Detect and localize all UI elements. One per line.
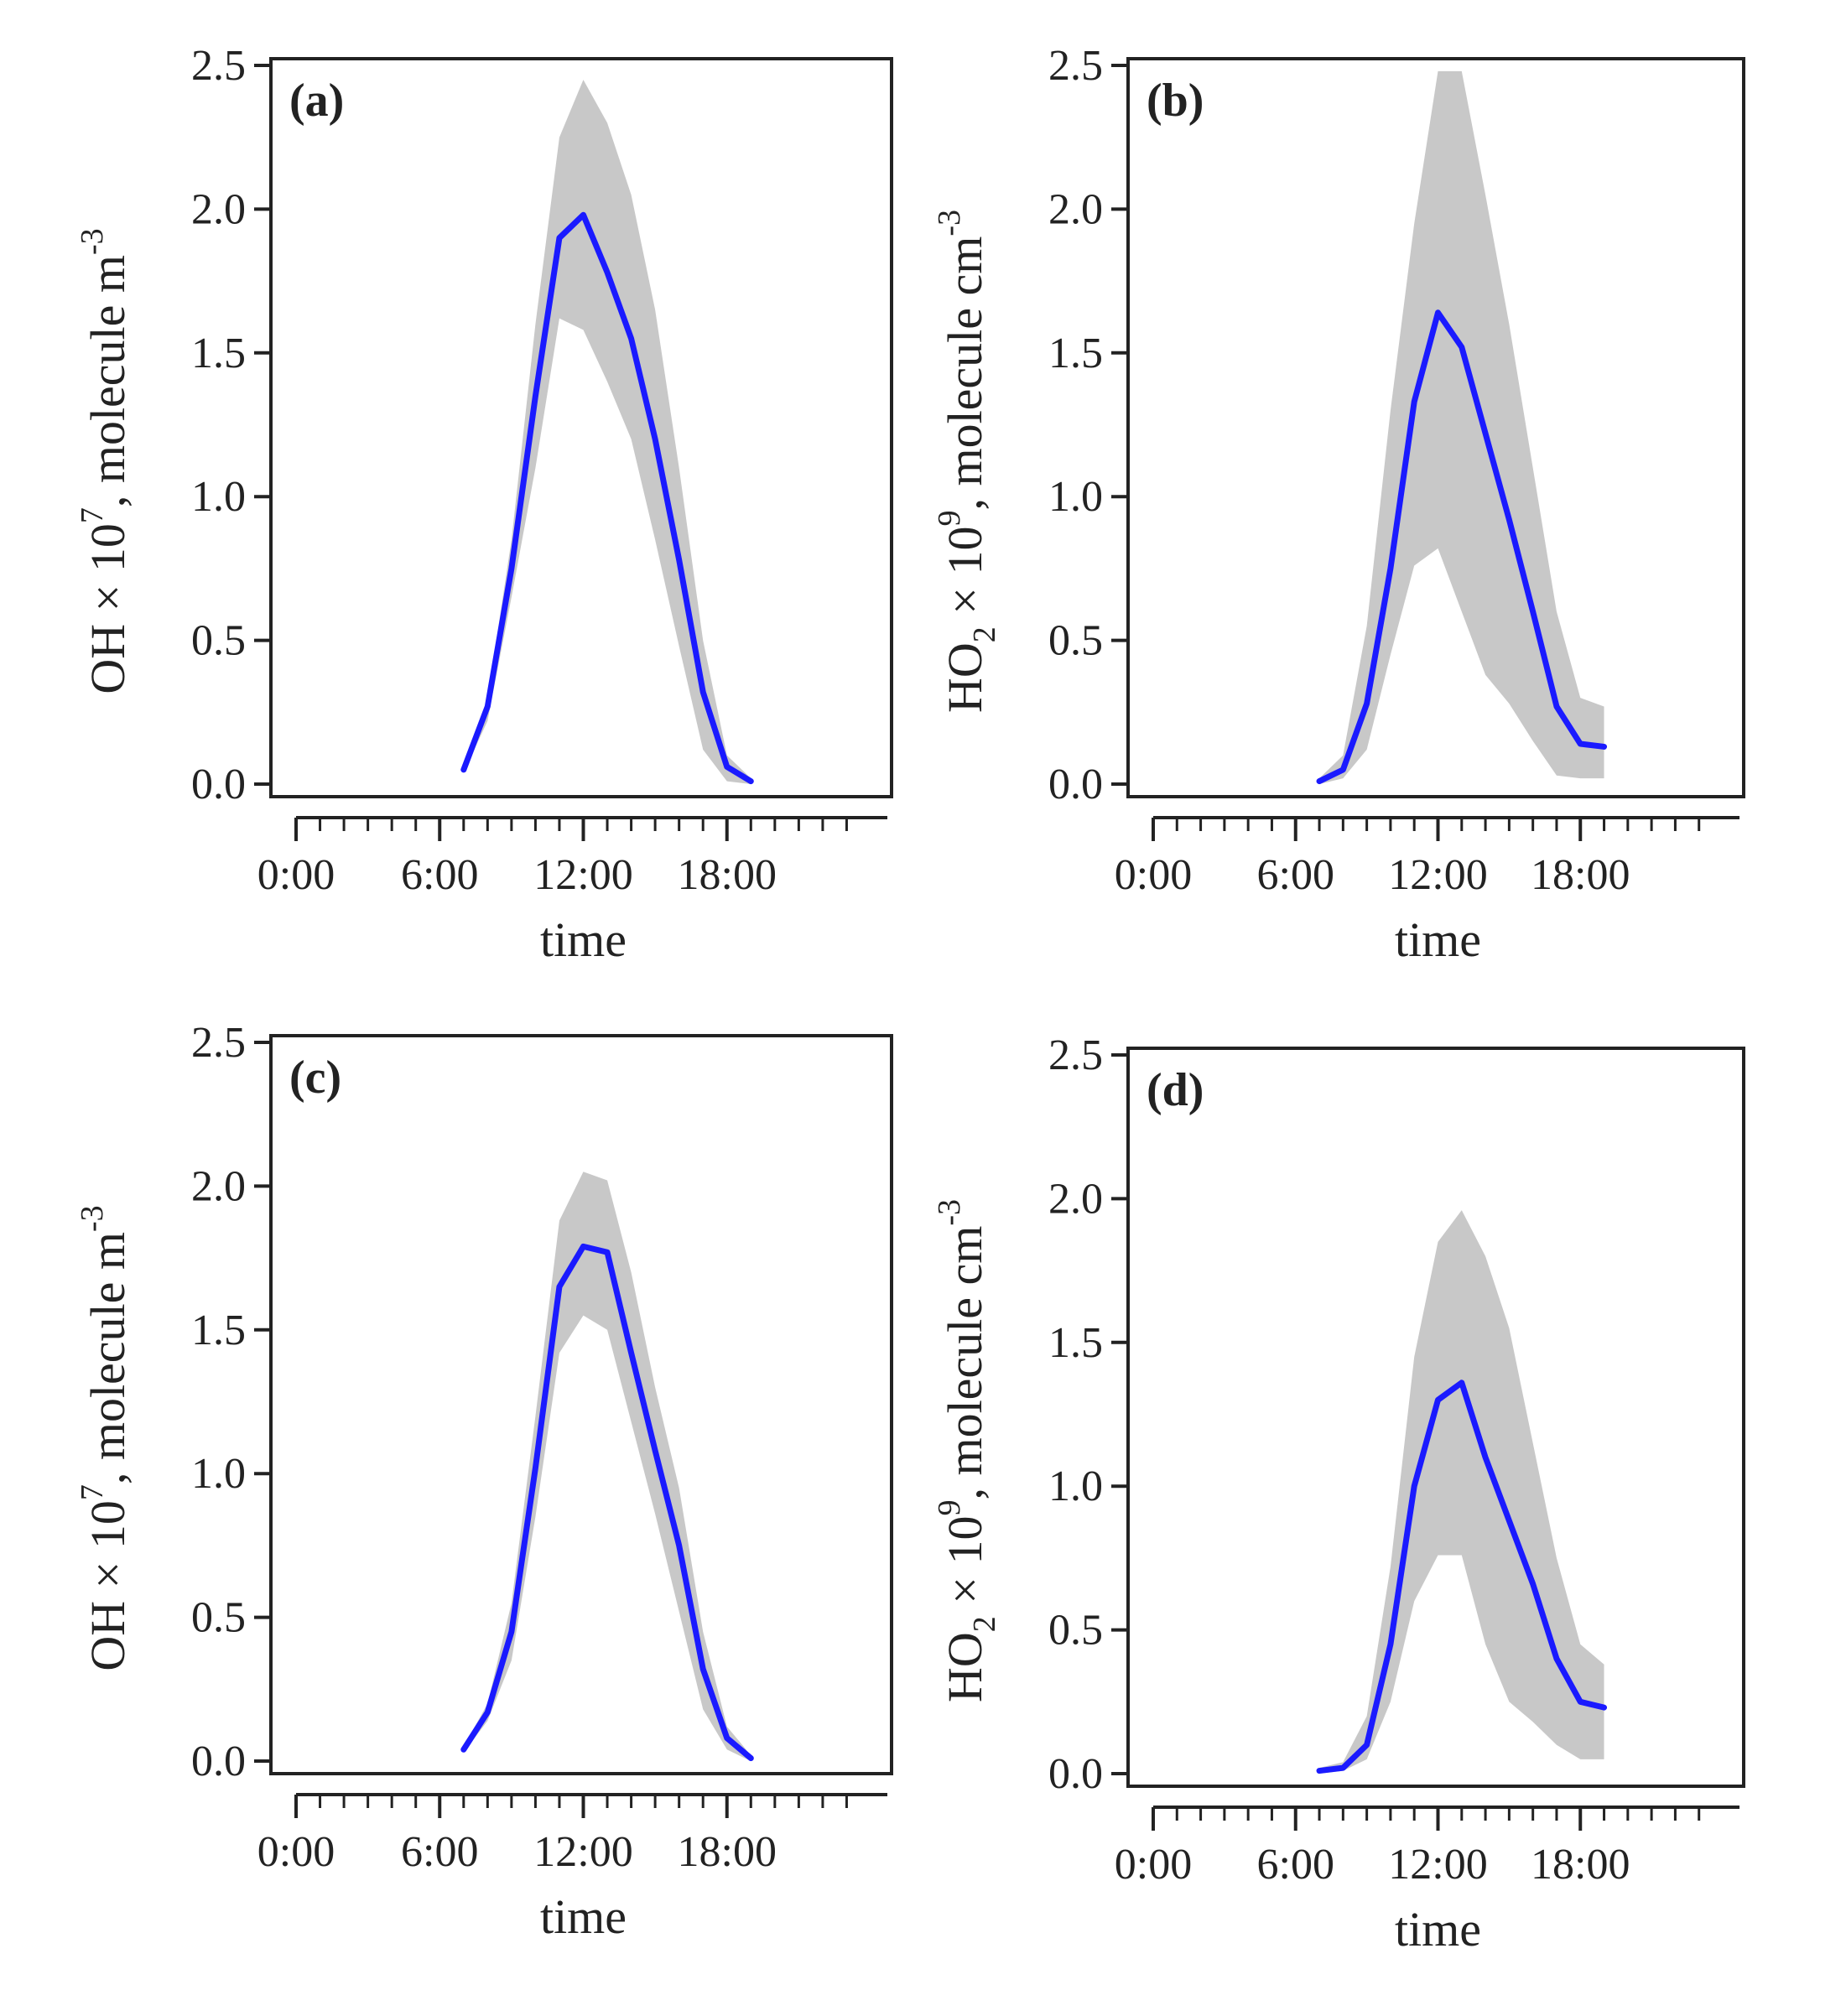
y-tick-label: 0.5: [191, 617, 246, 665]
y-axis-title: OH × 107, molecule m-3: [75, 228, 135, 694]
y-axis-unit-superscript: -3: [75, 1205, 110, 1232]
y-axis-title-part: HO: [938, 1632, 992, 1702]
y-axis-title-part: , molecule cm: [938, 1226, 992, 1500]
y-axis-title-part: , molecule m: [81, 255, 135, 507]
x-tick-label: 6:00: [401, 1828, 478, 1876]
y-tick-label: 1.5: [1048, 330, 1103, 377]
panel-c: 0.0 0.5 1.0 1.5 2.0 2.5 0:00 6:00 12:00 18:00 time…: [75, 1019, 893, 1944]
panel-label: (c): [289, 1052, 341, 1104]
y-axis-title-part: , molecule cm: [938, 236, 992, 511]
y-axis-superscript: 9: [932, 511, 967, 527]
x-axis-title: time: [1395, 1902, 1481, 1956]
panel-label: (d): [1147, 1064, 1204, 1116]
y-tick-label: 1.0: [191, 473, 246, 521]
x-tick-label: 0:00: [257, 1828, 335, 1876]
plot-frame: [1126, 1047, 1745, 1788]
y-tick-label: 0.0: [191, 761, 246, 808]
panel-label: (a): [289, 75, 344, 127]
y-tick-label: 2.5: [1048, 1031, 1103, 1079]
y-tick-label: 1.5: [1048, 1319, 1103, 1367]
y-axis-title-part: × 10: [938, 527, 992, 627]
y-axis-title-part: , molecule m: [81, 1232, 135, 1484]
x-axis-title: time: [540, 1889, 627, 1944]
y-axis-subscript: 2: [967, 1616, 1002, 1632]
x-tick-label: 18:00: [1531, 851, 1630, 899]
y-axis-unit-superscript: -3: [75, 228, 110, 255]
y-axis-unit-superscript: -3: [932, 210, 967, 236]
x-tick-label: 6:00: [401, 851, 478, 899]
x-tick-label: 12:00: [533, 851, 632, 899]
x-tick-label: 18:00: [678, 1828, 777, 1876]
y-axis-title-part: HO: [938, 642, 992, 713]
x-tick-label: 6:00: [1257, 851, 1334, 899]
panel-label: (b): [1147, 75, 1204, 127]
y-tick-label: 0.5: [1048, 1607, 1103, 1655]
y-tick-label: 1.5: [191, 1307, 246, 1354]
y-tick-label: 2.5: [1048, 42, 1103, 90]
x-tick-label: 18:00: [1531, 1841, 1630, 1889]
x-tick-label: 0:00: [1115, 1841, 1192, 1889]
y-axis-title-part: × 10: [938, 1516, 992, 1617]
plot-frame: [269, 1034, 893, 1775]
y-axis-title: HO2 × 109, molecule cm-3: [932, 1199, 1002, 1702]
y-axis-superscript: 7: [75, 507, 110, 523]
x-tick-label: 12:00: [1388, 851, 1487, 899]
y-axis-superscript: 7: [75, 1484, 110, 1500]
uncertainty-band: [1319, 70, 1604, 784]
y-tick-label: 0.5: [191, 1594, 246, 1642]
panel-a: 0.0 0.5 1.0 1.5 2.0 2.5 0:00 6:00 12:00 18:00 time…: [75, 42, 893, 967]
y-tick-label: 1.0: [1048, 1463, 1103, 1510]
uncertainty-band: [1319, 1210, 1604, 1774]
y-axis-title: OH × 107, molecule m-3: [75, 1205, 135, 1670]
y-axis-subscript: 2: [967, 626, 1002, 642]
y-axis-superscript: 9: [932, 1500, 967, 1516]
y-tick-label: 1.0: [191, 1450, 246, 1498]
y-tick-label: 2.0: [191, 185, 246, 233]
x-tick-label: 6:00: [1257, 1841, 1334, 1889]
x-tick-label: 12:00: [533, 1828, 632, 1876]
y-tick-label: 0.0: [191, 1738, 246, 1785]
x-axis-title: time: [1395, 912, 1481, 967]
x-tick-label: 12:00: [1388, 1841, 1487, 1889]
plot-frame: [269, 57, 893, 798]
y-tick-label: 2.0: [1048, 185, 1103, 233]
x-tick-label: 0:00: [1115, 851, 1192, 899]
y-axis-title: HO2 × 109, molecule cm-3: [932, 210, 1002, 713]
y-axis-unit-superscript: -3: [932, 1199, 967, 1226]
x-tick-label: 0:00: [257, 851, 335, 899]
y-tick-label: 0.0: [1048, 761, 1103, 808]
y-tick-label: 2.0: [191, 1162, 246, 1210]
panel-b: 0.0 0.5 1.0 1.5 2.0 2.5 0:00 6:00 12:00 18:00 time…: [932, 42, 1745, 967]
x-axis-title: time: [540, 912, 627, 967]
y-axis-title-part: OH × 10: [81, 523, 135, 694]
y-tick-label: 0.5: [1048, 617, 1103, 665]
panel-d: 0.0 0.5 1.0 1.5 2.0 2.5 0:00 6:00 12:00 18:00 time…: [932, 1031, 1745, 1956]
y-tick-label: 2.5: [191, 1019, 246, 1067]
y-tick-label: 2.5: [191, 42, 246, 90]
y-tick-label: 1.5: [191, 330, 246, 377]
plot-frame: [1126, 57, 1745, 798]
y-tick-label: 0.0: [1048, 1750, 1103, 1798]
y-tick-label: 1.0: [1048, 473, 1103, 521]
y-tick-label: 2.0: [1048, 1175, 1103, 1223]
y-axis-title-part: OH × 10: [81, 1500, 135, 1670]
uncertainty-band: [463, 80, 751, 784]
x-tick-label: 18:00: [678, 851, 777, 899]
